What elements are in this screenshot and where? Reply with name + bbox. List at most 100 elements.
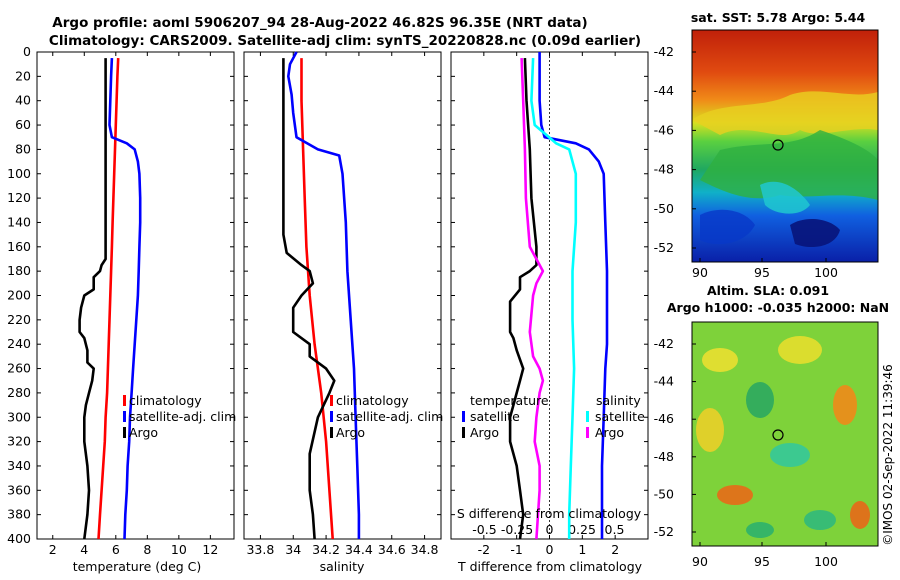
x-tick-label: 10	[171, 542, 187, 557]
map-x-tick-label: 100	[814, 265, 838, 280]
x-tick-label: 2	[49, 542, 57, 557]
x-tick-label: 2	[611, 542, 619, 557]
legend-label-satellite-clim: satellite-adj. clim	[129, 409, 236, 424]
series-line-climatology	[300, 58, 334, 540]
sst-argo-marker	[772, 139, 784, 151]
temperature-legend: climatology satellite-adj. clim Argo	[123, 393, 236, 440]
legend-swatch-t-satellite	[462, 411, 465, 422]
y-tick-label: 320	[7, 434, 31, 449]
sla-blob	[696, 408, 724, 452]
temperature-x-ticks: 2 4 6 8 10 12	[49, 52, 218, 557]
x-tick-label: 34.8	[411, 542, 439, 557]
y-tick-label: 80	[15, 141, 31, 156]
y-tick-label: 340	[7, 458, 31, 473]
y-tick-label: 0	[23, 44, 31, 59]
y-tick-label: 360	[7, 482, 31, 497]
legend-label-s-argo: Argo	[595, 425, 624, 440]
difference-panel: -2 -1 0 1 2 -0.5 -0.25 0 0.25 0.5 T difference f…	[450, 51, 649, 574]
y-tick-label: 20	[15, 68, 31, 83]
series-line-argo	[282, 58, 336, 540]
sst-map-frame	[691, 29, 879, 263]
sla-blob	[702, 348, 738, 372]
map-y-tick-label: -48	[654, 162, 674, 177]
map-y-tick-label: -44	[654, 83, 674, 98]
sst-map-title: sat. SST: 5.78 Argo: 5.44	[691, 10, 866, 25]
series-line-t-argo	[508, 58, 538, 540]
sla-blob	[717, 485, 753, 505]
legend-swatch-s-argo	[586, 427, 589, 438]
legend-swatch-climatology	[330, 395, 333, 406]
legend-label-t-argo: Argo	[470, 425, 499, 440]
y-tick-label: 140	[7, 214, 31, 229]
sst-cold-patch	[700, 209, 755, 245]
y-tick-label: 160	[7, 239, 31, 254]
x-tick-label: 34	[285, 542, 301, 557]
map-x-tick-label: 95	[754, 554, 770, 569]
temperature-y-ticks: 0 20 40 60 80 100 120 140 160 180 200 220 240 260 280 3…	[7, 44, 648, 546]
salinity-axes-box	[243, 51, 442, 540]
sla-blob	[804, 510, 836, 530]
s-tick-label: 0	[546, 522, 554, 537]
y-tick-label: 100	[7, 166, 31, 181]
y-tick-label: 380	[7, 507, 31, 522]
x-tick-label: 6	[112, 542, 120, 557]
sla-map-x-ticks: 90 95 100	[692, 542, 838, 569]
sla-blob	[746, 522, 774, 538]
salinity-xlabel: salinity	[320, 559, 365, 574]
series-line-s-argo	[520, 58, 545, 540]
sst-cold-eddy	[790, 218, 840, 248]
difference-series	[508, 52, 609, 540]
legend-label-t-satellite: satellite	[470, 409, 520, 424]
legend-swatch-satellite-clim	[330, 411, 333, 422]
temperature-series	[78, 58, 142, 540]
sst-map-y-ticks: -42 -44 -46 -48 -50 -52	[654, 44, 696, 255]
salinity-legend: climatology satellite-adj. clim Argo	[330, 393, 443, 440]
sst-warm-intrusion	[692, 91, 878, 135]
y-tick-label: 260	[7, 361, 31, 376]
x-tick-label: 34.2	[312, 542, 340, 557]
legend-label-satellite-clim: satellite-adj. clim	[336, 409, 443, 424]
x-tick-label: 12	[202, 542, 218, 557]
y-tick-label: 60	[15, 117, 31, 132]
y-tick-label: 200	[7, 288, 31, 303]
salinity-panel: 33.8 34 34.2 34.4 34.6 34.8 salinity climatol…	[243, 51, 443, 574]
legend-label-climatology: climatology	[336, 393, 409, 408]
legend-swatch-argo	[123, 427, 126, 438]
map-y-tick-label: -42	[654, 44, 674, 59]
sla-map-frame	[691, 321, 879, 547]
legend-swatch-climatology	[123, 395, 126, 406]
map-x-tick-label: 90	[692, 554, 708, 569]
map-y-tick-label: -52	[654, 524, 674, 539]
figure-title-line2: Climatology: CARS2009. Satellite-adj cli…	[49, 33, 641, 49]
difference-s-ticks: -0.5 -0.25 0 0.25 0.5	[472, 522, 624, 537]
y-tick-label: 240	[7, 336, 31, 351]
x-tick-label: 4	[80, 542, 88, 557]
sst-green-tongue	[700, 130, 878, 200]
x-tick-label: 8	[143, 542, 151, 557]
x-tick-label: 34.6	[378, 542, 406, 557]
sla-argo-marker	[772, 429, 784, 441]
series-line-satellite-adj-clim	[108, 58, 142, 540]
legend-label-climatology: climatology	[129, 393, 202, 408]
x-tick-label: -1	[510, 542, 522, 557]
map-y-tick-label: -46	[654, 122, 674, 137]
sla-blob	[850, 501, 870, 529]
map-x-tick-label: 90	[692, 265, 708, 280]
map-y-tick-label: -50	[654, 201, 674, 216]
y-tick-label: 40	[15, 93, 31, 108]
legend-label-argo: Argo	[129, 425, 158, 440]
sst-map-x-ticks: 90 95 100	[692, 258, 838, 280]
series-line-s-satellite	[530, 58, 578, 539]
temperature-axes-box	[36, 51, 235, 540]
sla-map-y-ticks: -42 -44 -46 -48 -50 -52	[654, 336, 696, 539]
x-tick-label: 1	[578, 542, 586, 557]
x-tick-label: 34.4	[345, 542, 373, 557]
y-tick-label: 220	[7, 312, 31, 327]
y-tick-label: 400	[7, 531, 31, 546]
y-tick-label: 120	[7, 190, 31, 205]
legend-title-temperature: temperature	[470, 393, 549, 408]
legend-swatch-argo	[330, 427, 333, 438]
sla-blob	[833, 385, 857, 425]
sla-map-title-line1: Altim. SLA: 0.091	[707, 283, 829, 298]
